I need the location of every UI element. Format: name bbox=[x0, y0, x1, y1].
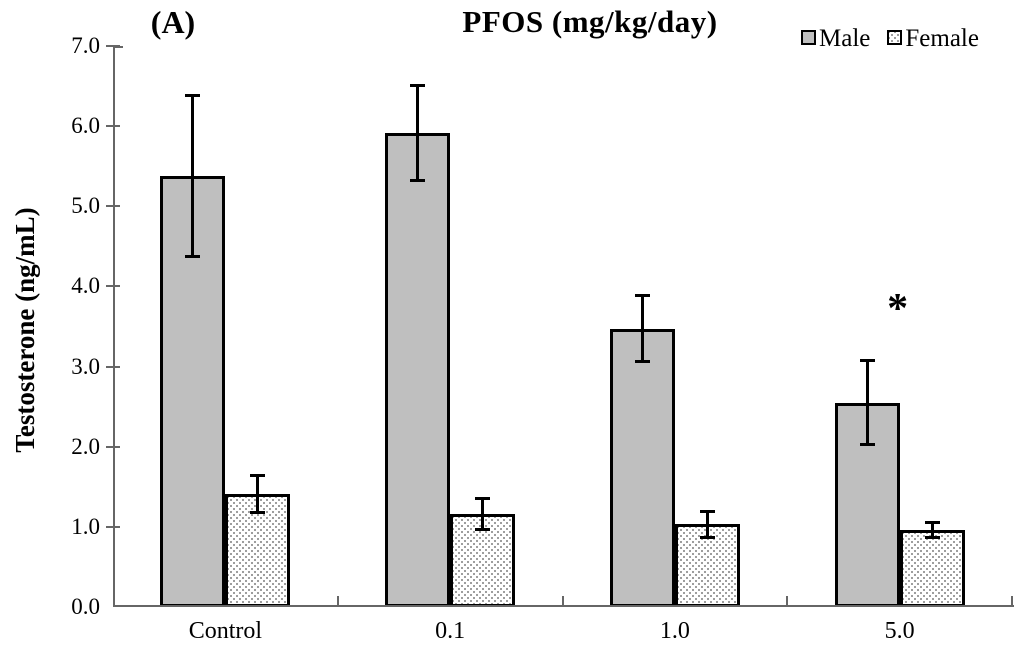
female-error-bar-5.0 bbox=[924, 521, 940, 539]
error-bar-stem bbox=[705, 510, 709, 539]
x-tick-mark bbox=[561, 596, 564, 607]
male-error-bar-5.0 bbox=[859, 359, 875, 446]
y-tick-label: 4.0 bbox=[71, 273, 100, 299]
male-bar-0.1 bbox=[385, 133, 451, 607]
legend: Male Female bbox=[801, 26, 979, 51]
y-axis-top-tick-mark bbox=[113, 46, 123, 48]
x-category-label: 0.1 bbox=[435, 618, 466, 644]
y-tick-label: 0.0 bbox=[71, 594, 100, 619]
chart-title: PFOS (mg/kg/day) bbox=[462, 4, 718, 39]
x-category-label: Control bbox=[188, 618, 263, 644]
female-bar-control bbox=[225, 493, 291, 607]
error-bar-stem bbox=[191, 94, 195, 258]
female-error-bar-1.0 bbox=[699, 510, 715, 539]
x-tick-mark bbox=[786, 596, 789, 607]
male-error-bar-0.1 bbox=[410, 84, 426, 183]
error-bar-stem bbox=[865, 359, 869, 446]
male-legend-swatch-icon bbox=[801, 30, 816, 45]
significance-asterisk: * bbox=[887, 285, 909, 332]
male-error-bar-control bbox=[185, 94, 201, 258]
error-bar-stem bbox=[416, 84, 420, 183]
male-bar-1.0 bbox=[609, 328, 675, 607]
female-error-bar-control bbox=[250, 473, 266, 515]
x-axis-line bbox=[113, 605, 1014, 607]
error-bar-stem bbox=[481, 497, 485, 531]
panel-label: (A) bbox=[150, 4, 196, 40]
error-bar-stem bbox=[930, 521, 934, 539]
y-tick-label: 6.0 bbox=[71, 113, 100, 139]
female-bar-5.0 bbox=[899, 530, 965, 607]
legend-entry-female: Female bbox=[887, 26, 979, 51]
female-legend-swatch-icon bbox=[887, 30, 903, 45]
y-tick-label: 5.0 bbox=[71, 193, 100, 219]
legend-label-male: Male bbox=[819, 25, 871, 52]
x-tick-mark bbox=[336, 596, 339, 607]
legend-entry-male: Male bbox=[801, 26, 870, 51]
error-bar-stem bbox=[256, 473, 260, 515]
y-tick-label: 2.0 bbox=[71, 433, 100, 459]
female-bar-1.0 bbox=[674, 524, 740, 607]
y-tick-label: 1.0 bbox=[71, 513, 100, 539]
x-category-label: 5.0 bbox=[884, 618, 915, 644]
error-bar-stem bbox=[640, 294, 644, 364]
male-error-bar-1.0 bbox=[634, 294, 650, 364]
female-bar-0.1 bbox=[450, 514, 516, 607]
y-axis-line bbox=[113, 46, 115, 607]
x-category-label: 1.0 bbox=[659, 618, 690, 644]
legend-label-female: Female bbox=[905, 25, 979, 52]
female-error-bar-0.1 bbox=[475, 497, 491, 531]
y-tick-label: 3.0 bbox=[71, 353, 100, 379]
x-tick-mark bbox=[1011, 596, 1013, 607]
y-tick-label: 7.0 bbox=[71, 33, 100, 58]
